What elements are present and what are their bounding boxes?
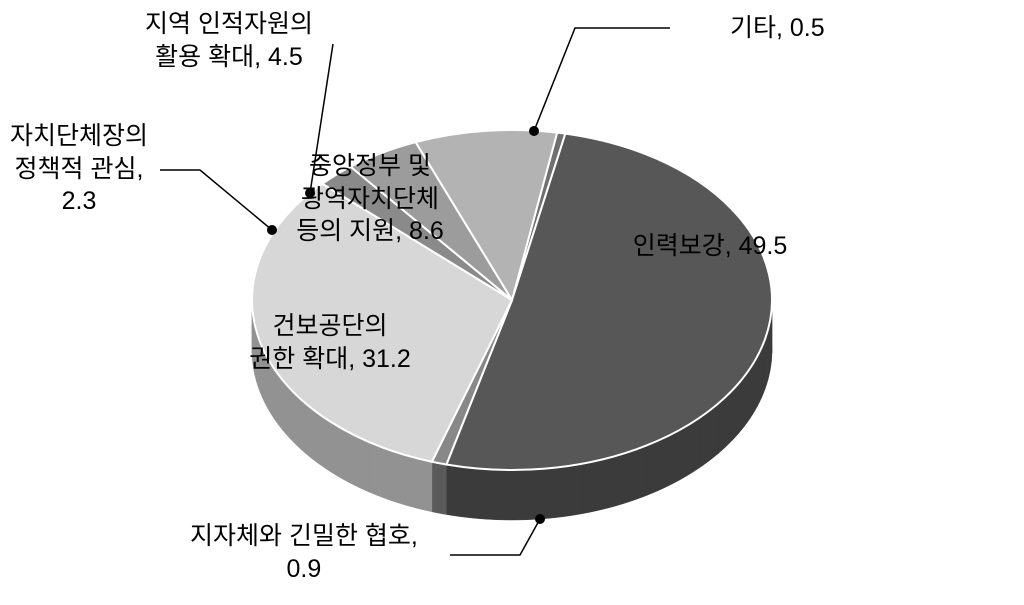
pie-svg [0,0,1024,600]
slice-label-external: 기타, 0.5 [730,12,825,45]
slice-label-external: 지역 인적자원의 활용 확대, 4.5 [145,8,313,73]
leader-dot [529,126,539,136]
pie-chart: 인력보강, 49.5 건보공단의 권한 확대, 31.2 중앙정부 및 광역자치단체… [0,0,1024,600]
slice-label-internal: 중앙정부 및 광역자치단체 등의 지원, 8.6 [296,150,444,248]
leader-dot [535,514,545,524]
slice-label-internal: 인력보강, 49.5 [633,230,788,263]
slice-label-external: 지자체와 긴밀한 협호, 0.9 [190,520,418,585]
leader-dot [267,225,277,235]
slice-label-external: 자치단체장의 정책적 관심, 2.3 [10,120,148,218]
leader-dot [305,188,315,198]
slice-label-internal: 건보공단의 권한 확대, 31.2 [249,310,411,375]
